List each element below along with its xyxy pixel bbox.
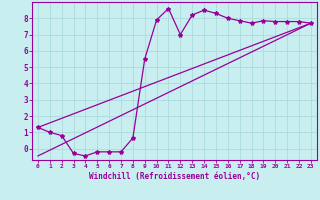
X-axis label: Windchill (Refroidissement éolien,°C): Windchill (Refroidissement éolien,°C) bbox=[89, 172, 260, 181]
